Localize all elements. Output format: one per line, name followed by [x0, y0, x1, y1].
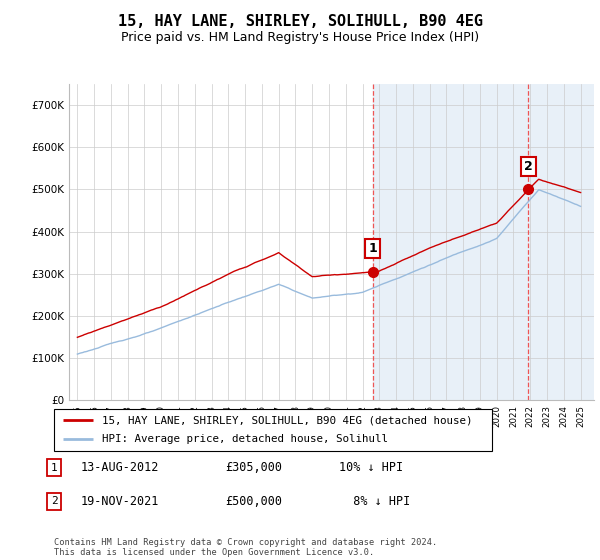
Text: Contains HM Land Registry data © Crown copyright and database right 2024.
This d: Contains HM Land Registry data © Crown c… — [54, 538, 437, 557]
Bar — [373, 84, 598, 400]
Text: 13-AUG-2012: 13-AUG-2012 — [81, 461, 160, 474]
Text: HPI: Average price, detached house, Solihull: HPI: Average price, detached house, Soli… — [102, 435, 388, 445]
Text: 2: 2 — [50, 496, 58, 506]
Text: 2: 2 — [524, 160, 533, 173]
Text: 15, HAY LANE, SHIRLEY, SOLIHULL, B90 4EG (detached house): 15, HAY LANE, SHIRLEY, SOLIHULL, B90 4EG… — [102, 415, 473, 425]
Text: £500,000: £500,000 — [225, 494, 282, 508]
Text: 15, HAY LANE, SHIRLEY, SOLIHULL, B90 4EG: 15, HAY LANE, SHIRLEY, SOLIHULL, B90 4EG — [118, 14, 482, 29]
Text: 1: 1 — [368, 242, 377, 255]
Text: Price paid vs. HM Land Registry's House Price Index (HPI): Price paid vs. HM Land Registry's House … — [121, 31, 479, 44]
Text: 19-NOV-2021: 19-NOV-2021 — [81, 494, 160, 508]
Text: £305,000: £305,000 — [225, 461, 282, 474]
Text: 1: 1 — [50, 463, 58, 473]
Text: 8% ↓ HPI: 8% ↓ HPI — [339, 494, 410, 508]
Text: 10% ↓ HPI: 10% ↓ HPI — [339, 461, 403, 474]
